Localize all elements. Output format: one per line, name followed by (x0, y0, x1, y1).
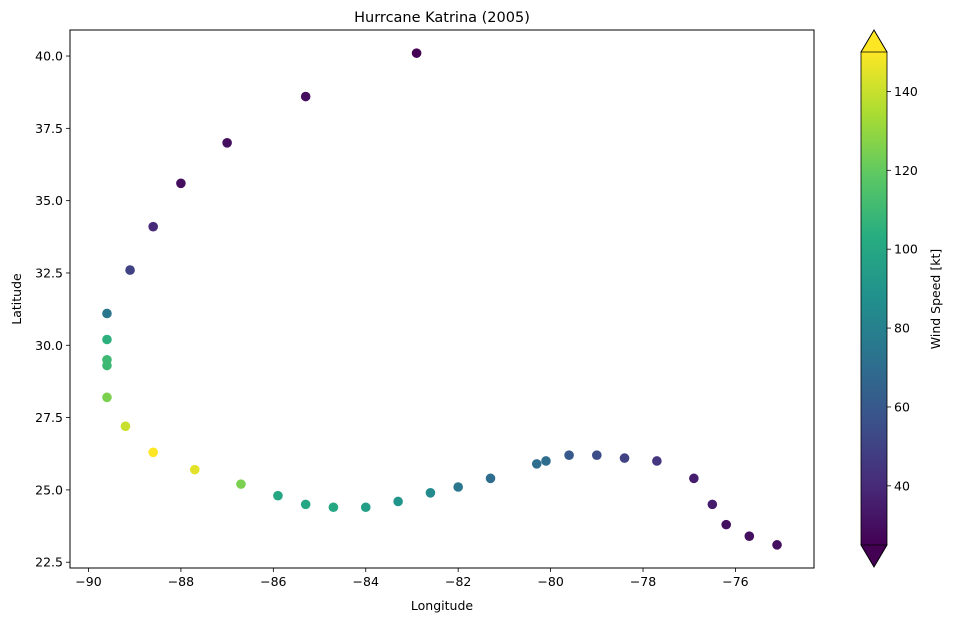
colorbar-outline (860, 29, 888, 568)
scatter-point (772, 540, 782, 550)
scatter-point (222, 138, 232, 148)
colorbar: 40 60 80 100 120 140 Wind Speed [kt] (860, 29, 943, 568)
scatter-point (485, 473, 496, 484)
scatter-point (360, 502, 371, 513)
scatter-point (531, 459, 542, 469)
x-axis-label: Longitude (411, 598, 473, 613)
scatter-point (652, 456, 662, 466)
scatter-point (541, 456, 551, 466)
y-tick-label: 35.0 (35, 193, 63, 208)
scatter-point (393, 496, 403, 507)
scatter-point (148, 447, 158, 458)
scatter-point (102, 334, 112, 345)
scatter-point (273, 490, 283, 501)
x-tick-label: −76 (722, 574, 748, 589)
x-tick-label: −82 (445, 574, 471, 589)
scatter-point (453, 482, 463, 492)
y-tick-label: 27.5 (35, 410, 63, 425)
scatter-point (102, 392, 112, 403)
scatter-point (744, 531, 755, 541)
x-tick-label: −84 (353, 574, 379, 589)
scatter-point (411, 48, 422, 58)
y-axis: 22.5 25.0 27.5 30.0 32.5 35.0 37.5 40.0 (35, 49, 70, 570)
x-axis: −90 −88 −86 −84 −82 −80 −78 −76 (75, 568, 749, 589)
scatter-point (564, 450, 574, 460)
y-axis-label: Latitude (9, 273, 24, 325)
colorbar-tick-label: 60 (894, 399, 910, 414)
y-tick-label: 40.0 (35, 49, 63, 64)
colorbar-extend-max (860, 29, 888, 53)
x-tick-label: −90 (75, 574, 101, 589)
chart-title: Hurrcane Katrina (2005) (354, 10, 530, 26)
colorbar-label: Wind Speed [kt] (928, 249, 943, 349)
x-tick-label: −88 (168, 574, 194, 589)
plot-frame (69, 29, 815, 569)
scatter-point (148, 221, 158, 232)
x-tick-label: −86 (260, 574, 286, 589)
scatter-point (102, 308, 112, 319)
colorbar-ticks: 40 60 80 100 120 140 (887, 84, 918, 493)
colorbar-tick-label: 40 (894, 478, 910, 493)
x-tick-label: −78 (630, 574, 656, 589)
x-tick-label: −80 (537, 574, 563, 589)
scatter-point (619, 453, 630, 463)
y-tick-label: 30.0 (35, 338, 63, 353)
colorbar-gradient (861, 52, 887, 545)
y-tick-label: 22.5 (35, 555, 63, 570)
scatter-point (189, 464, 200, 475)
colorbar-tick-label: 100 (894, 242, 918, 257)
y-tick-label: 25.0 (35, 482, 63, 497)
scatter-point (236, 479, 246, 489)
scatter-point (689, 473, 699, 484)
scatter-point (707, 499, 718, 510)
y-tick-label: 32.5 (35, 265, 63, 280)
colorbar-extend-min (860, 544, 888, 568)
scatter-points (102, 48, 782, 550)
y-tick-label: 37.5 (35, 121, 63, 136)
scatter-point (592, 450, 602, 460)
colorbar-tick-label: 120 (894, 163, 918, 178)
scatter-point (120, 421, 131, 432)
scatter-point (721, 519, 731, 530)
scatter-point (300, 91, 311, 102)
scatter-point (328, 502, 339, 513)
plot-area: −90 −88 −86 −84 −82 −80 −78 −76 22.5 25.0 27.5 30.… (35, 29, 815, 589)
scatter-point (125, 265, 135, 275)
scatter-point (176, 178, 186, 189)
colorbar-tick-label: 80 (894, 321, 910, 336)
scatter-point (102, 354, 112, 365)
scatter-point (300, 499, 311, 510)
scatter-point (425, 487, 436, 498)
colorbar-tick-label: 140 (894, 84, 918, 99)
